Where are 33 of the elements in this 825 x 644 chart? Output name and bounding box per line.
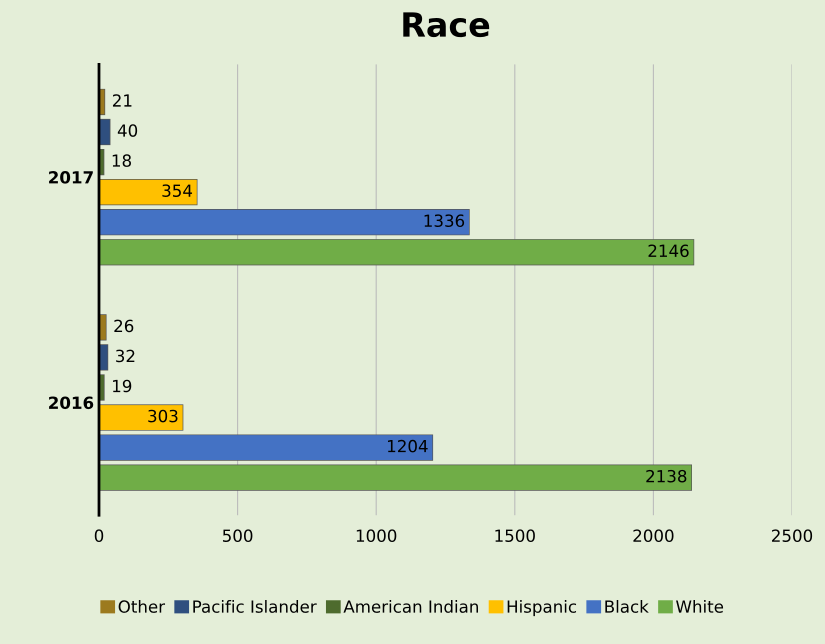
data-label: 2138 [646, 470, 686, 482]
legend-label: Other [118, 600, 166, 613]
legend-label: Black [605, 600, 649, 613]
data-label: 2146 [648, 244, 689, 258]
data-label: 1336 [424, 214, 464, 228]
data-label: 26 [114, 320, 134, 332]
data-label: 19 [113, 380, 132, 392]
bar [99, 179, 198, 206]
legend-label: American Indian [343, 600, 478, 613]
bar [99, 464, 692, 491]
data-label: 303 [148, 410, 178, 422]
x-tick-label: 0 [94, 529, 104, 542]
legend-label: Pacific Islander [193, 600, 317, 613]
x-tick-label: 2000 [633, 529, 674, 542]
legend-label: White [676, 600, 724, 613]
chart-title: Race [403, 12, 490, 38]
bar [99, 209, 470, 236]
bar [99, 404, 184, 431]
data-label: 32 [116, 350, 134, 362]
legend-label: Hispanic [508, 600, 576, 616]
data-label: 18 [112, 154, 131, 167]
x-tick-label: 500 [222, 529, 252, 542]
data-label: 354 [162, 184, 192, 197]
y-tick-label: 2017 [49, 171, 93, 184]
y-tick-label: 2016 [49, 396, 94, 410]
x-tick-label: 1000 [356, 529, 396, 542]
x-tick-label: 2500 [772, 529, 812, 542]
bar [99, 239, 694, 266]
bar [99, 434, 434, 461]
data-label: 21 [112, 94, 132, 107]
data-label: 40 [118, 124, 138, 137]
x-tick-label: 1500 [495, 529, 535, 542]
data-label: 1204 [388, 440, 428, 452]
